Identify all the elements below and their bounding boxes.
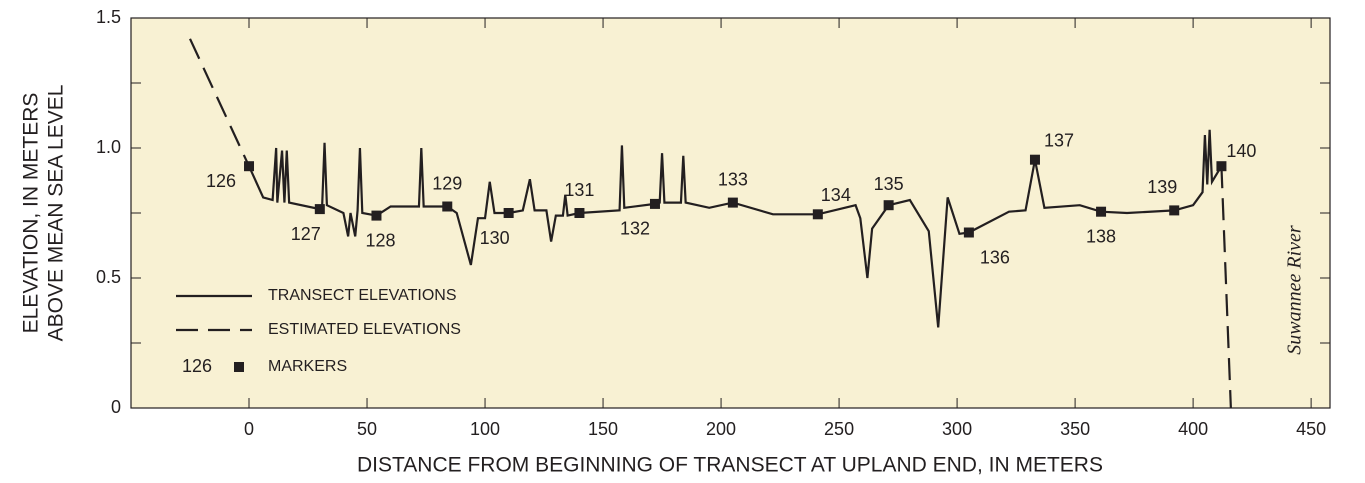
marker bbox=[727, 197, 738, 208]
x-tick-label: 250 bbox=[824, 419, 854, 439]
y-tick-label: 0 bbox=[111, 397, 121, 417]
marker-label: 135 bbox=[874, 174, 904, 194]
x-tick-label: 150 bbox=[588, 419, 618, 439]
plot-area bbox=[130, 17, 1331, 409]
y-tick-label: 0.5 bbox=[96, 267, 121, 287]
series-line bbox=[189, 38, 1232, 409]
marker bbox=[963, 227, 974, 238]
marker bbox=[314, 204, 325, 215]
marker bbox=[574, 208, 585, 218]
legend-label: MARKERS bbox=[268, 358, 347, 375]
marker-label: 138 bbox=[1086, 226, 1116, 246]
x-tick-label: 400 bbox=[1178, 419, 1208, 439]
legend-sample-label: 126 bbox=[182, 356, 212, 376]
y-tick-label: 1.5 bbox=[96, 7, 121, 27]
marker-label: 136 bbox=[980, 247, 1010, 267]
marker-label: 128 bbox=[365, 230, 395, 250]
x-tick-label: 100 bbox=[470, 419, 500, 439]
marker-label: 134 bbox=[821, 185, 851, 205]
marker bbox=[442, 201, 453, 212]
marker bbox=[1029, 154, 1040, 165]
series-line bbox=[248, 129, 1223, 328]
x-axis-label: DISTANCE FROM BEGINNING OF TRANSECT AT U… bbox=[357, 454, 1103, 477]
marker-label: 126 bbox=[206, 171, 236, 191]
marker bbox=[244, 161, 255, 172]
marker bbox=[503, 208, 514, 218]
legend-label: TRANSECT ELEVATIONS bbox=[268, 287, 456, 304]
marker-label: 129 bbox=[432, 173, 462, 193]
x-tick-label: 300 bbox=[942, 419, 972, 439]
marker-label: 127 bbox=[291, 224, 321, 244]
annotation: Suwannee River bbox=[1284, 225, 1306, 355]
marker-label: 130 bbox=[480, 228, 510, 248]
marker bbox=[649, 198, 660, 209]
marker-label: 137 bbox=[1044, 130, 1074, 150]
y-axis-label: ELEVATION, IN METERS bbox=[20, 93, 43, 334]
x-tick-label: 350 bbox=[1060, 419, 1090, 439]
marker bbox=[1096, 206, 1107, 217]
marker bbox=[812, 209, 823, 220]
x-tick-label: 450 bbox=[1296, 419, 1326, 439]
legend-label: ESTIMATED ELEVATIONS bbox=[268, 321, 461, 338]
marker-label: 133 bbox=[718, 169, 748, 189]
marker-label: 131 bbox=[564, 180, 594, 200]
marker-label: 132 bbox=[620, 219, 650, 239]
marker bbox=[883, 200, 894, 211]
y-axis-label: ABOVE MEAN SEA LEVEL bbox=[45, 85, 68, 342]
marker bbox=[1169, 205, 1180, 216]
marker bbox=[1216, 161, 1227, 172]
marker-label: 139 bbox=[1147, 177, 1177, 197]
legend-swatch bbox=[234, 362, 244, 372]
marker bbox=[371, 210, 382, 221]
x-tick-label: 50 bbox=[357, 419, 377, 439]
y-tick-label: 1.0 bbox=[96, 137, 121, 157]
x-tick-label: 0 bbox=[244, 419, 254, 439]
marker-label: 140 bbox=[1226, 141, 1256, 161]
x-tick-label: 200 bbox=[706, 419, 736, 439]
